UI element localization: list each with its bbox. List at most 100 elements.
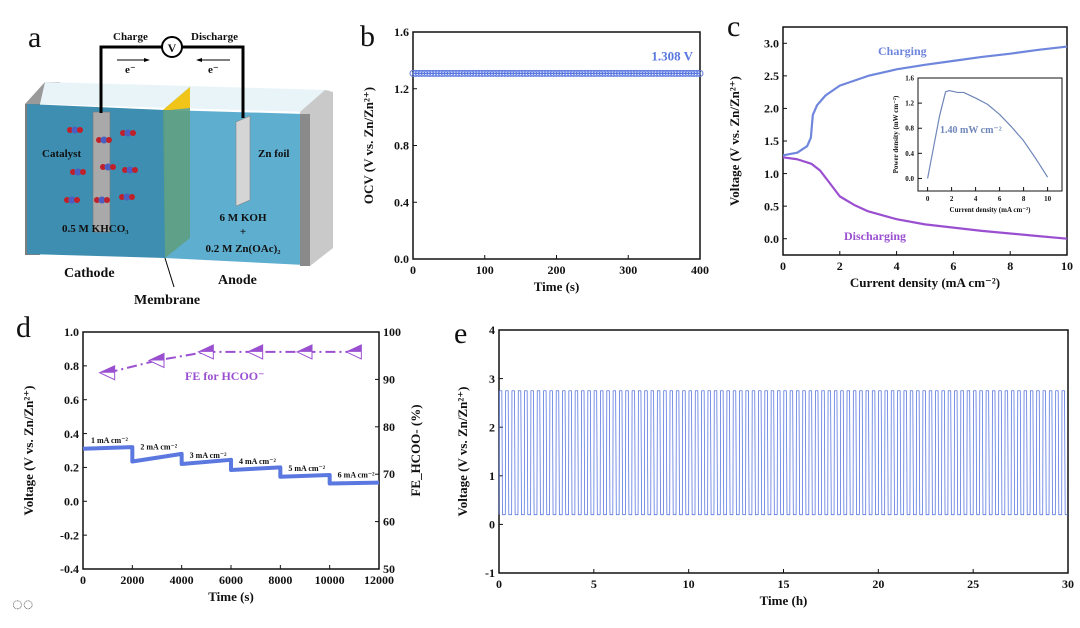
anode-chamber (165, 110, 305, 265)
y-tick-label: 1.5 (764, 134, 779, 148)
x-tick-label: 20 (872, 577, 884, 591)
y-tick-label: 4 (489, 323, 495, 337)
oxygen-atom (132, 167, 138, 173)
fe-line (107, 350, 355, 374)
y-axis-label: OCV (V vs. Zn/Zn²⁺) (361, 87, 376, 204)
wire-left (99, 45, 162, 113)
right-y-tick-label: 50 (383, 562, 395, 576)
right-y-axis-label: FE_HCOO- (%) (408, 404, 423, 496)
x-tick-label: 30 (1062, 577, 1074, 591)
wire-right (182, 45, 245, 118)
right-y-tick-label: 80 (383, 420, 395, 434)
y-axis-label: Power density (mW cm⁻²) (892, 95, 900, 173)
voltage-curve (82, 445, 380, 486)
x-tick-label: 2 (837, 259, 843, 273)
y-tick-label: 1.0 (64, 325, 79, 339)
inset-power-density-chart: 0 2 4 6 8 10 0.0 0.4 0.8 1.2 1.6 Current density (m… (892, 74, 1063, 214)
fe-marker-fill (297, 344, 312, 352)
y-tick-label: 1.0 (764, 167, 779, 181)
x-tick-label: 4000 (170, 573, 194, 587)
y-tick-label: 3 (489, 372, 495, 386)
carbon-atom (68, 196, 76, 204)
x-tick-label: 300 (619, 263, 637, 277)
zn-foil-label: Zn foil (258, 148, 289, 160)
x-axis-label: Time (h) (760, 593, 808, 608)
y-tick-label: 0.0 (764, 232, 779, 246)
oxygen-atom (74, 197, 80, 203)
x-tick-label: 0 (496, 577, 502, 591)
x-tick-label: 15 (778, 577, 790, 591)
y-tick-label: 0.4 (905, 150, 914, 158)
discharging-label: Discharging (844, 229, 906, 243)
x-tick-label: 6 (950, 259, 956, 273)
x-axis-label: Time (s) (534, 279, 580, 294)
x-tick-label: 8 (1007, 259, 1013, 273)
oxygen-atom (67, 127, 73, 133)
zn-foil-electrode (235, 115, 251, 207)
x-tick-label: 12000 (364, 573, 394, 587)
ocv-marker (696, 69, 704, 77)
carbon-atom (104, 163, 112, 171)
x-tick-label: 8 (1022, 195, 1026, 203)
electron-right: e⁻ (208, 64, 219, 76)
arrow-left-head-icon (196, 58, 202, 62)
y-axis-label: Voltage (V vs. Zn/Zn²⁺) (21, 386, 36, 516)
oxygen-atom (100, 164, 106, 170)
carbon-atom (124, 129, 132, 137)
y-tick-label: 0.8 (394, 139, 409, 153)
y-tick-label: 1.6 (394, 25, 409, 39)
electron-left: e⁻ (125, 64, 136, 76)
current-density-label: 1 mA cm⁻² (91, 436, 128, 445)
membrane (163, 87, 190, 258)
x-tick-label: 6 (998, 195, 1002, 203)
y-tick-label: 0.6 (64, 393, 79, 407)
plot-frame (917, 77, 1063, 192)
panel-b-ocv-chart: 0 100 200 300 400 0.0 0.4 0.8 1.2 1.6 Time (s) OCV … (361, 25, 709, 294)
arrow-right-head-icon (144, 58, 150, 62)
oxygen-atom (119, 194, 125, 200)
x-tick-label: 10 (683, 577, 695, 591)
x-tick-label: 4 (894, 259, 900, 273)
x-tick-label: 10 (1061, 259, 1073, 273)
catalyst-electrode (92, 111, 111, 233)
panel-a-schematic: a V Charge Discharge e⁻ e⁻ Catalyst Zn f… (25, 21, 333, 308)
right-y-tick-label: 90 (383, 372, 395, 386)
fe-legend: FE for HCOO⁻ (185, 369, 264, 383)
y-tick-label: 0.8 (64, 359, 79, 373)
membrane-pointer (164, 257, 175, 288)
right-wall-edge (300, 114, 310, 266)
x-tick-label: 2 (950, 195, 954, 203)
voltmeter-icon (161, 36, 183, 58)
y-tick-label: -0.4 (60, 562, 79, 576)
oxygen-atom (110, 164, 116, 170)
carbon-atom (98, 196, 106, 204)
x-tick-label: 0 (780, 259, 786, 273)
x-tick-label: 6000 (219, 573, 243, 587)
voltmeter-label: V (168, 41, 177, 55)
panel-d-rate-chart: 0 2000 4000 6000 8000 10000 12000 -0.4 -0.2 0.0 0.… (21, 325, 423, 604)
x-tick-label: 2000 (120, 573, 144, 587)
oxygen-atom (94, 197, 100, 203)
carbon-atom (74, 168, 82, 176)
fe-marker-fill (198, 344, 214, 352)
y-tick-label: -0.2 (60, 528, 79, 542)
charging-curve (782, 45, 1068, 157)
x-tick-label: 8000 (268, 573, 292, 587)
current-density-label: 2 mA cm⁻² (140, 443, 177, 452)
x-tick-label: 4 (974, 195, 978, 203)
carbon-atom (126, 166, 134, 174)
y-tick-label: 0.8 (905, 125, 914, 133)
oxygen-atom (80, 169, 86, 175)
right-y-tick-label: 70 (383, 467, 395, 481)
oxygen-atom (64, 197, 70, 203)
x-axis-label: Time (s) (208, 589, 254, 604)
ocv-annotation: 1.308 V (651, 48, 693, 63)
oxygen-atom (96, 137, 102, 143)
panel-letter-d: d (16, 311, 31, 344)
current-density-label: 4 mA cm⁻² (239, 457, 276, 466)
ocv-marker (693, 69, 701, 77)
current-density-label: 6 mA cm⁻² (338, 471, 375, 480)
x-tick-label: 400 (691, 263, 709, 277)
y-tick-label: 1.2 (394, 82, 409, 96)
